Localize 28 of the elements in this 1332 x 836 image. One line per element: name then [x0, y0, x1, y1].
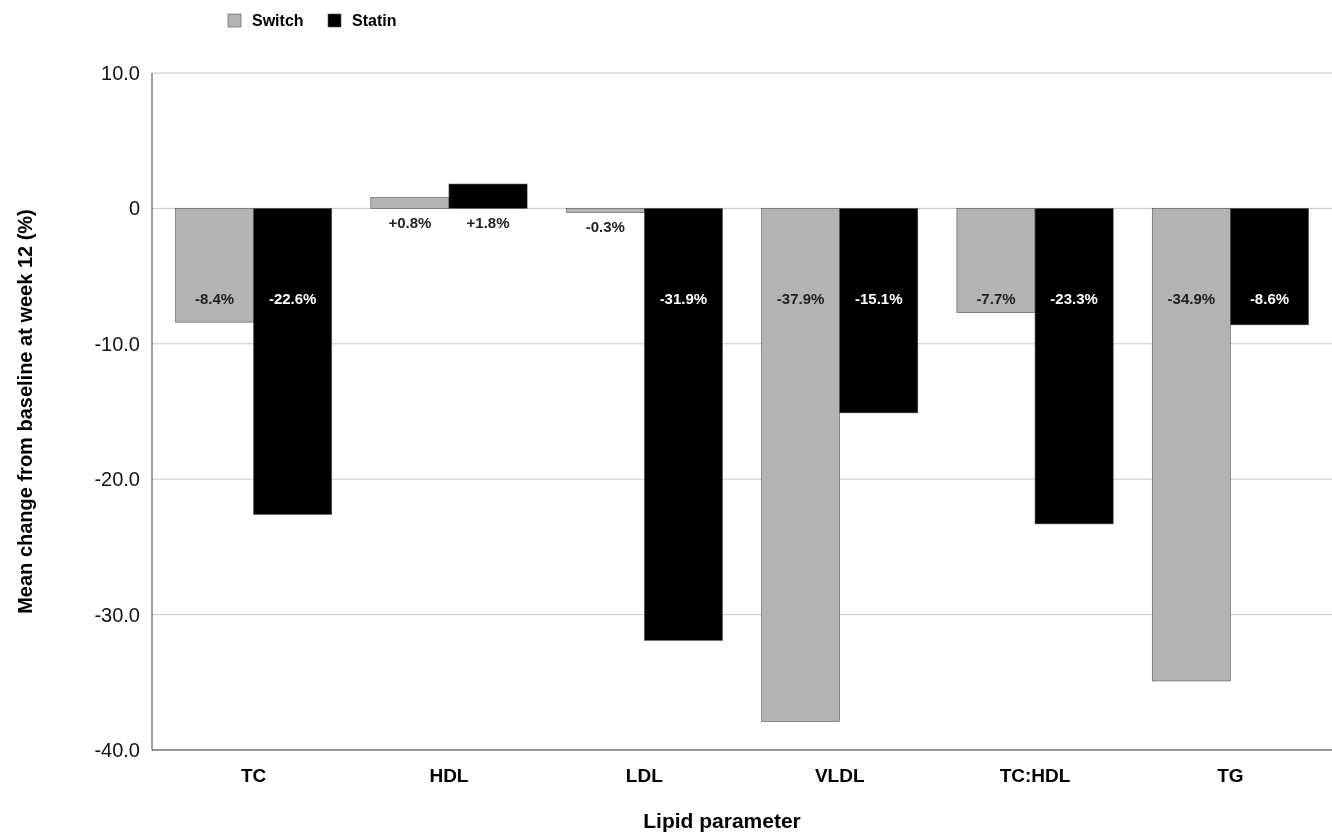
x-axis-title: Lipid parameter: [643, 809, 801, 832]
x-tick-label: VLDL: [814, 765, 865, 786]
y-axis-title: Mean change from baseline at week 12 (%): [14, 209, 36, 614]
y-tick-label: 10.0: [101, 62, 140, 84]
data-label: -22.6%: [268, 290, 317, 308]
y-tick-label: -40.0: [94, 739, 140, 761]
data-label: -8.4%: [194, 290, 235, 308]
data-label: -8.6%: [1249, 290, 1290, 308]
data-label: -23.3%: [1050, 290, 1098, 308]
x-tick-label: TC: [240, 765, 267, 786]
data-label: -37.9%: [776, 290, 825, 308]
data-label: -7.7%: [976, 290, 1016, 308]
data-label: +0.8%: [388, 214, 432, 232]
data-label: -15.1%: [854, 290, 903, 308]
x-tick-label: TC:HDL: [999, 765, 1071, 786]
data-label: -0.3%: [585, 218, 625, 236]
data-label: -31.9%: [659, 290, 708, 308]
y-tick-label: 0: [128, 197, 140, 220]
y-tick-label: -30.0: [94, 603, 140, 626]
y-tick-label: -10.0: [94, 332, 140, 355]
legend-label: Switch: [252, 12, 304, 29]
x-tick-label: LDL: [625, 765, 664, 786]
y-tick-label: -20.0: [94, 468, 140, 491]
data-label: -34.9%: [1167, 290, 1216, 308]
x-tick-label: HDL: [429, 765, 469, 786]
data-label: +1.8%: [466, 214, 510, 232]
legend-label: Statin: [352, 12, 397, 29]
x-tick-label: TG: [1217, 765, 1244, 786]
